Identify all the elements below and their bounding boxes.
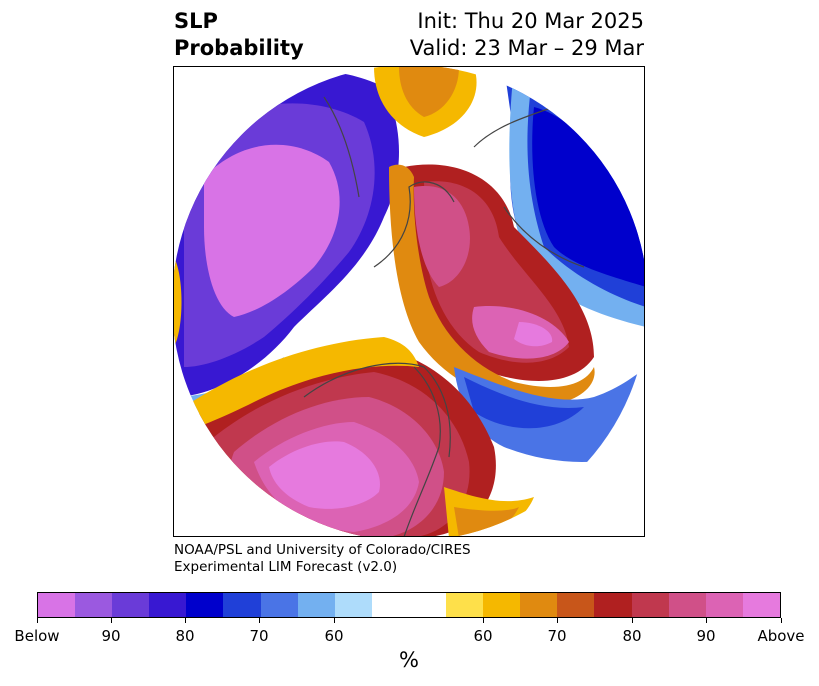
colorbar-segment (631, 593, 669, 617)
colorbar-tick-label: 90 (101, 627, 121, 645)
colorbar-segment (38, 593, 76, 617)
polar-map (173, 66, 645, 537)
colorbar-segment (446, 593, 484, 617)
colorbar-segment (668, 593, 706, 617)
colorbar-tick (334, 618, 335, 623)
colorbar-tick-label: 80 (622, 627, 642, 645)
colorbar-segment (742, 593, 780, 617)
colorbar-tick (259, 618, 260, 623)
credit-line-1: NOAA/PSL and University of Colorado/CIRE… (174, 542, 471, 558)
colorbar-segment (371, 593, 447, 617)
credit-line-2: Experimental LIM Forecast (v2.0) (174, 559, 398, 575)
colorbar-tick-label: 60 (473, 627, 493, 645)
colorbar-segment (149, 593, 187, 617)
colorbar-tick (111, 618, 112, 623)
colorbar-tick-label: 60 (324, 627, 344, 645)
plot-title: SLP Probability (174, 8, 304, 62)
colorbar-tick-label: 70 (249, 627, 269, 645)
colorbar-tick (483, 618, 484, 623)
probability-field (174, 67, 644, 536)
colorbar-tick-label: 70 (547, 627, 567, 645)
colorbar-tick-label: 80 (175, 627, 195, 645)
colorbar-tick-label: Above (757, 627, 805, 645)
credit-text: NOAA/PSL and University of Colorado/CIRE… (174, 542, 471, 576)
colorbar-segment (223, 593, 261, 617)
forecast-dates: Init: Thu 20 Mar 2025 Valid: 23 Mar – 29… (410, 8, 644, 62)
colorbar-segment (334, 593, 372, 617)
colorbar-segment (557, 593, 595, 617)
colorbar-tick-label: Below (14, 627, 60, 645)
coastlines (303, 96, 585, 536)
colorbar-segment (75, 593, 113, 617)
colorbar-segment (705, 593, 743, 617)
colorbar-tick (557, 618, 558, 623)
init-date: Init: Thu 20 Mar 2025 (417, 9, 644, 33)
title-probability: Probability (174, 36, 304, 60)
colorbar-tick (632, 618, 633, 623)
title-variable: SLP (174, 9, 218, 33)
colorbar (37, 592, 781, 618)
colorbar-tick-label: 90 (696, 627, 716, 645)
colorbar-tick (37, 618, 38, 623)
colorbar-segment (483, 593, 521, 617)
colorbar-segment (594, 593, 632, 617)
valid-dates: Valid: 23 Mar – 29 Mar (409, 36, 644, 60)
colorbar-segment (112, 593, 150, 617)
colorbar-segment (260, 593, 298, 617)
colorbar-segment (520, 593, 558, 617)
colorbar-tick (706, 618, 707, 623)
colorbar-units: % (399, 648, 419, 672)
colorbar-tick (781, 618, 782, 623)
colorbar-segment (186, 593, 224, 617)
colorbar-segment (297, 593, 335, 617)
colorbar-tick (185, 618, 186, 623)
